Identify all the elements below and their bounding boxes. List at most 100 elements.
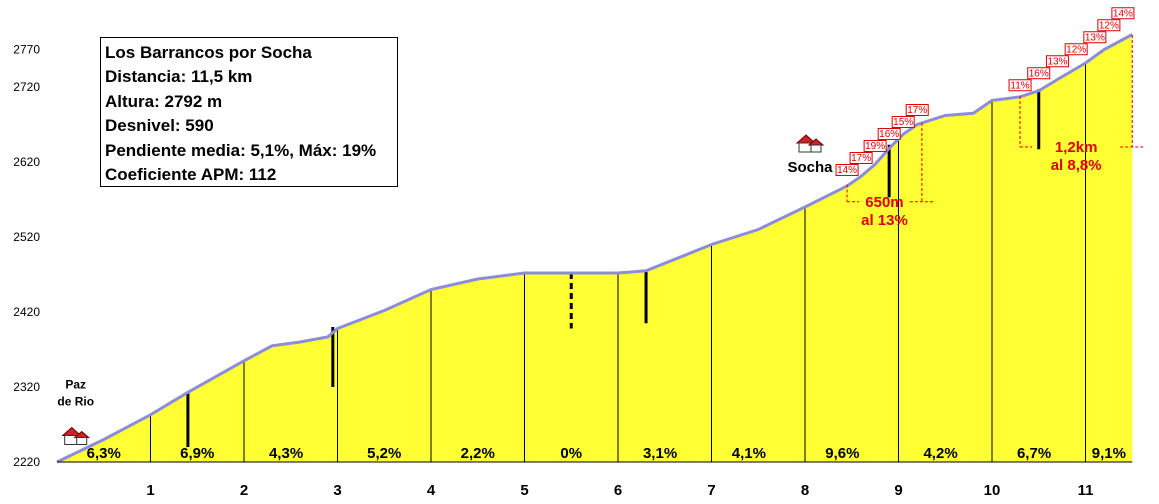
grade-box: 16%	[877, 128, 901, 140]
route-slope: Pendiente media: 5,1%, Máx: 19%	[105, 140, 377, 160]
route-coefficient: Coeficiente APM: 112	[105, 165, 277, 185]
grade-box-frame	[1083, 31, 1107, 44]
x-axis: 1 2 3 4 5 6 7 8 9 10 11	[146, 482, 1093, 499]
route-altitude: Altura: 2792 m	[105, 91, 223, 111]
grade-box-label: 15%	[893, 117, 913, 128]
y-tick-label: 2620	[13, 155, 40, 169]
route-distance: Distancia: 11,5 km	[105, 67, 253, 87]
place-name-line2: de Rio	[57, 395, 94, 409]
place-marker: Paz de Rio	[57, 378, 94, 445]
segment-grade-label: 5,2%	[367, 445, 401, 462]
segment-grade-label: 6,3%	[87, 445, 121, 462]
x-tick-label: 11	[1078, 482, 1094, 499]
segment-grade-label: 4,1%	[732, 445, 766, 462]
x-tick-label: 8	[801, 482, 809, 499]
x-tick-label: 9	[894, 482, 902, 499]
grade-box-label: 17%	[907, 105, 927, 116]
house-icon	[795, 134, 825, 153]
grade-box-frame	[1045, 55, 1069, 68]
segment-grade-label: 6,7%	[1017, 445, 1051, 462]
grade-box: 17%	[849, 152, 873, 164]
grade-box: 17%	[905, 104, 929, 116]
grade-box-frame	[1008, 79, 1032, 92]
grade-box-frame	[863, 140, 887, 152]
y-tick-label: 2770	[13, 43, 40, 57]
grade-box-label: 14%	[1113, 8, 1133, 19]
y-tick-label: 2520	[13, 230, 40, 244]
grade-box: 13%	[1045, 55, 1069, 68]
grade-box-frame	[1027, 67, 1051, 80]
grade-box-frame	[877, 128, 901, 140]
grade-box-frame	[835, 164, 859, 176]
route-info-box: Los Barrancos por Socha Distancia: 11,5 …	[100, 37, 398, 187]
steep-grade-labels: 14%17%19%16%15%17%11%16%13%12%13%12%14%	[835, 7, 1135, 176]
grade-box-frame	[1064, 43, 1088, 56]
grade-box: 12%	[1097, 19, 1121, 32]
grade-box-label: 12%	[1099, 20, 1119, 31]
x-tick-label: 1	[146, 482, 154, 499]
grade-box: 19%	[863, 140, 887, 152]
climb-length-label: 1,2km	[1055, 139, 1098, 156]
grade-box-label: 14%	[837, 165, 857, 176]
grade-box-label: 19%	[865, 141, 885, 152]
grade-box-label: 17%	[851, 153, 871, 164]
grade-box: 14%	[1111, 7, 1135, 20]
x-tick-label: 5	[520, 482, 528, 499]
climb-length-label: 650m	[865, 194, 903, 211]
x-tick-label: 4	[427, 482, 436, 499]
x-tick-label: 6	[614, 482, 622, 499]
grade-box: 11%	[1008, 79, 1032, 92]
grade-box-label: 13%	[1047, 56, 1067, 67]
grade-box-label: 12%	[1066, 44, 1086, 55]
grade-box: 16%	[1027, 67, 1051, 80]
place-name-line1: Paz	[65, 378, 86, 392]
grade-box: 13%	[1083, 31, 1107, 44]
grade-box-frame	[1097, 19, 1121, 32]
y-tick-label: 2220	[13, 455, 40, 469]
house-wall-right	[76, 437, 88, 445]
house-icon	[61, 426, 91, 445]
segment-grade-labels: 6,3% 6,9% 4,3% 5,2% 2,2% 0% 3,1% 4,1% 9,6% 4,2% 6,…	[87, 445, 1126, 462]
house-wall-right	[810, 144, 822, 153]
grade-box-frame	[1111, 7, 1135, 20]
y-tick-label: 2320	[13, 380, 40, 394]
grade-box-frame	[905, 104, 929, 116]
y-tick-label: 2420	[13, 305, 40, 319]
route-elevation-gain: Desnivel: 590	[105, 116, 214, 136]
grade-box-frame	[849, 152, 873, 164]
climb-grade-label: al 13%	[861, 212, 908, 229]
segment-grade-label: 4,2%	[923, 445, 957, 462]
x-tick-label: 3	[333, 482, 341, 499]
place-markers: Paz de Rio Socha	[57, 134, 833, 445]
grade-box-label: 13%	[1085, 32, 1105, 43]
grade-box: 14%	[835, 164, 859, 176]
segment-grade-label: 9,6%	[825, 445, 859, 462]
segment-grade-label: 9,1%	[1092, 445, 1126, 462]
x-tick-label: 2	[240, 482, 248, 499]
segment-grade-label: 2,2%	[461, 445, 495, 462]
km-gridlines	[150, 63, 1086, 462]
position-markers	[186, 89, 1041, 447]
route-title: Los Barrancos por Socha	[105, 43, 312, 62]
segment-grade-label: 3,1%	[643, 445, 677, 462]
segment-grade-label: 0%	[560, 445, 582, 462]
grade-box-label: 16%	[879, 129, 899, 140]
grade-box: 12%	[1064, 43, 1088, 56]
segment-grade-label: 4,3%	[269, 445, 303, 462]
x-tick-label: 10	[984, 482, 1001, 499]
grade-box-label: 16%	[1029, 68, 1049, 79]
grade-box-label: 11%	[1010, 80, 1029, 91]
x-tick-label: 7	[707, 482, 715, 499]
y-axis: 2220 2320 2420 2520 2620 2720 2770	[13, 43, 40, 470]
place-name-line1: Socha	[787, 159, 833, 176]
profile-line	[56, 33, 1134, 464]
profile-area	[57, 34, 1133, 462]
grade-box-frame	[891, 116, 915, 128]
grade-box: 15%	[891, 116, 915, 128]
y-tick-label: 2720	[13, 80, 40, 94]
climb-grade-label: al 8,8%	[1051, 157, 1102, 174]
